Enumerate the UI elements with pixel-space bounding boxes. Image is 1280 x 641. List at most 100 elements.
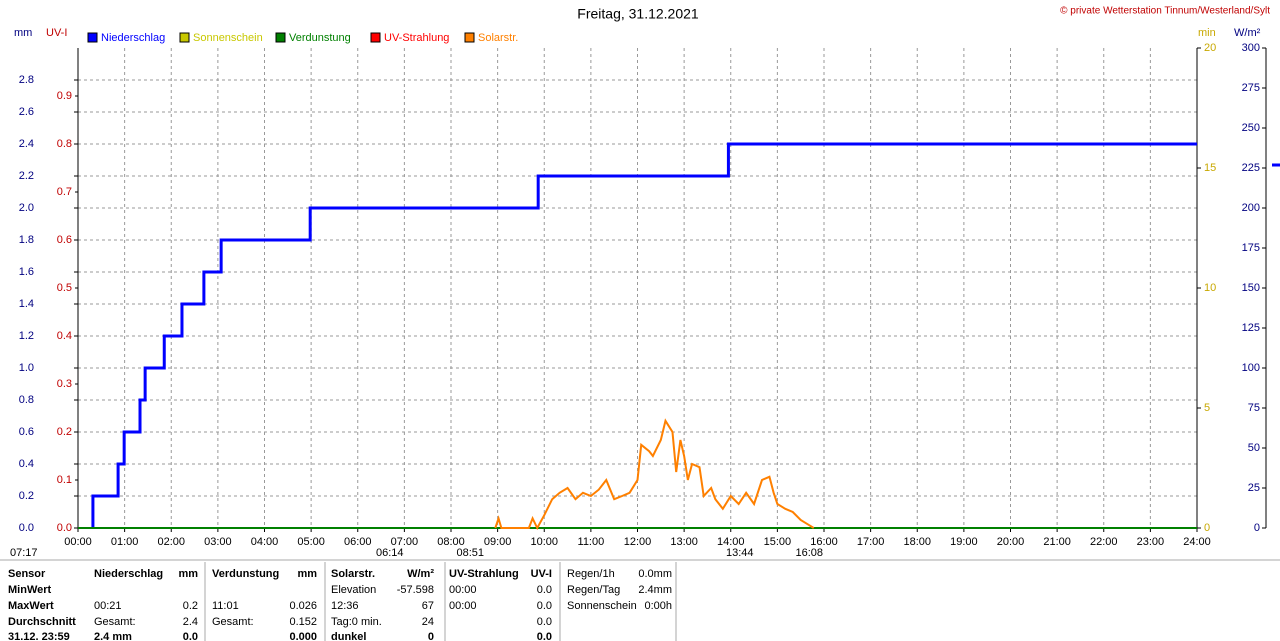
table-value: UV-I — [531, 568, 552, 580]
legend-label: UV-Strahlung — [384, 32, 449, 44]
table-label: Regen/1h — [567, 568, 615, 580]
table-label: Sonnenschein — [567, 600, 637, 612]
sun-time: 16:08 — [795, 547, 823, 559]
uv-tick-label: 0.8 — [57, 138, 72, 150]
legend-label: Sonnenschein — [193, 32, 263, 44]
uv-tick-label: 0.0 — [57, 522, 72, 534]
x-tick-label: 18:00 — [903, 536, 931, 548]
table-value: 0.2 — [183, 600, 198, 612]
legend-label: Niederschlag — [101, 32, 165, 44]
sun-time: 06:14 — [376, 547, 404, 559]
x-tick-label: 13:00 — [670, 536, 698, 548]
y-tick-label: 0.2 — [19, 490, 34, 502]
y-tick-label: 2.6 — [19, 106, 34, 118]
min-tick-label: 0 — [1204, 522, 1210, 534]
y2-tick-label: 200 — [1242, 202, 1260, 214]
table-label: 11:01 — [212, 600, 239, 612]
table-label: Sensor — [8, 568, 46, 580]
table-label: dunkel — [331, 631, 366, 641]
min-tick-label: 20 — [1204, 42, 1216, 54]
x-tick-label: 11:00 — [578, 536, 605, 548]
uv-tick-label: 0.2 — [57, 426, 72, 438]
x-tick-label: 06:00 — [344, 536, 372, 548]
x-tick-label: 05:00 — [297, 536, 325, 548]
min-tick-label: 15 — [1204, 162, 1216, 174]
y2-tick-label: 0 — [1254, 522, 1260, 534]
legend-swatch — [87, 32, 98, 43]
table-label: 00:00 — [449, 584, 477, 596]
uv-tick-label: 0.9 — [57, 90, 72, 102]
table-label: 00:00 — [449, 600, 477, 612]
table-label: Tag:0 min. — [331, 616, 382, 628]
x-tick-label: 15:00 — [764, 536, 792, 548]
chart-title: Freitag, 31.12.2021 — [577, 6, 699, 22]
y2-tick-label: 300 — [1242, 42, 1260, 54]
table-label: Verdunstung — [212, 568, 279, 580]
table-label: MaxWert — [8, 600, 54, 612]
table-value: -57.598 — [397, 584, 434, 596]
y2-tick-label: 250 — [1242, 122, 1260, 134]
sun-time: 13:44 — [726, 547, 754, 559]
legend-swatch — [275, 32, 286, 43]
table-value: 67 — [422, 600, 434, 612]
table-value: mm — [178, 568, 198, 580]
x-tick-label: 10:00 — [530, 536, 558, 548]
legend-swatch — [370, 32, 381, 43]
table-label: Gesamt: — [212, 616, 254, 628]
y2-tick-label: 75 — [1248, 402, 1260, 414]
table-value: 0.0 — [537, 600, 552, 612]
y2-tick-label: 125 — [1242, 322, 1260, 334]
y2-tick-label: 150 — [1242, 282, 1260, 294]
legend-label: Verdunstung — [289, 32, 351, 44]
x-tick-label: 07:00 — [391, 536, 419, 548]
y-tick-label: 1.2 — [19, 330, 34, 342]
table-label: UV-Strahlung — [449, 568, 519, 580]
table-label: Solarstr. — [331, 568, 375, 580]
y-tick-label: 1.0 — [19, 362, 34, 374]
table-label: MinWert — [8, 584, 52, 596]
x-tick-label: 02:00 — [157, 536, 185, 548]
legend-label: Solarstr. — [478, 32, 518, 44]
table-label: 31.12. 23:59 — [8, 631, 70, 641]
series-line — [494, 418, 815, 531]
table-value: 0.0 — [537, 616, 552, 628]
y-tick-label: 2.8 — [19, 74, 34, 86]
x-tick-label: 03:00 — [204, 536, 232, 548]
x-tick-label: 01:00 — [111, 536, 139, 548]
y-tick-label: 1.4 — [19, 298, 34, 310]
x-tick-label: 09:00 — [484, 536, 512, 548]
x-tick-label: 00:00 — [64, 536, 92, 548]
uv-tick-label: 0.5 — [57, 282, 72, 294]
uv-axis-label: UV-I — [46, 27, 67, 39]
table-value: 0.0 — [537, 584, 552, 596]
table-value: 0.000 — [289, 631, 317, 641]
y-tick-label: 2.4 — [19, 138, 34, 150]
table-label: Durchschnitt — [8, 616, 76, 628]
y2-tick-label: 25 — [1248, 482, 1260, 494]
y2-axis-label: W/m² — [1234, 27, 1261, 39]
table-value: 0.0 — [537, 631, 552, 641]
y2-tick-label: 50 — [1248, 442, 1260, 454]
y-axis-label: mm — [14, 27, 32, 39]
uv-tick-label: 0.6 — [57, 234, 72, 246]
series-line — [91, 142, 1197, 528]
x-tick-label: 12:00 — [624, 536, 652, 548]
x-tick-label: 17:00 — [857, 536, 885, 548]
y2-tick-label: 275 — [1242, 82, 1260, 94]
x-tick-label: 23:00 — [1137, 536, 1165, 548]
y2-tick-label: 175 — [1242, 242, 1260, 254]
source: © private Wetterstation Tinnum/Westerlan… — [1060, 6, 1270, 17]
sun-time: 07:17 — [10, 547, 38, 559]
x-tick-label: 19:00 — [950, 536, 978, 548]
table-value: 0.0 — [183, 631, 198, 641]
table-label: 00:21 — [94, 600, 122, 612]
x-tick-label: 08:00 — [437, 536, 465, 548]
x-tick-label: 21:00 — [1043, 536, 1071, 548]
uv-tick-label: 0.4 — [57, 330, 72, 342]
table-value: 2.4mm — [638, 584, 672, 596]
table-label: 2.4 mm — [94, 631, 132, 641]
y2-tick-label: 225 — [1242, 162, 1260, 174]
x-tick-label: 14:00 — [717, 536, 745, 548]
table-value: 24 — [422, 616, 434, 628]
